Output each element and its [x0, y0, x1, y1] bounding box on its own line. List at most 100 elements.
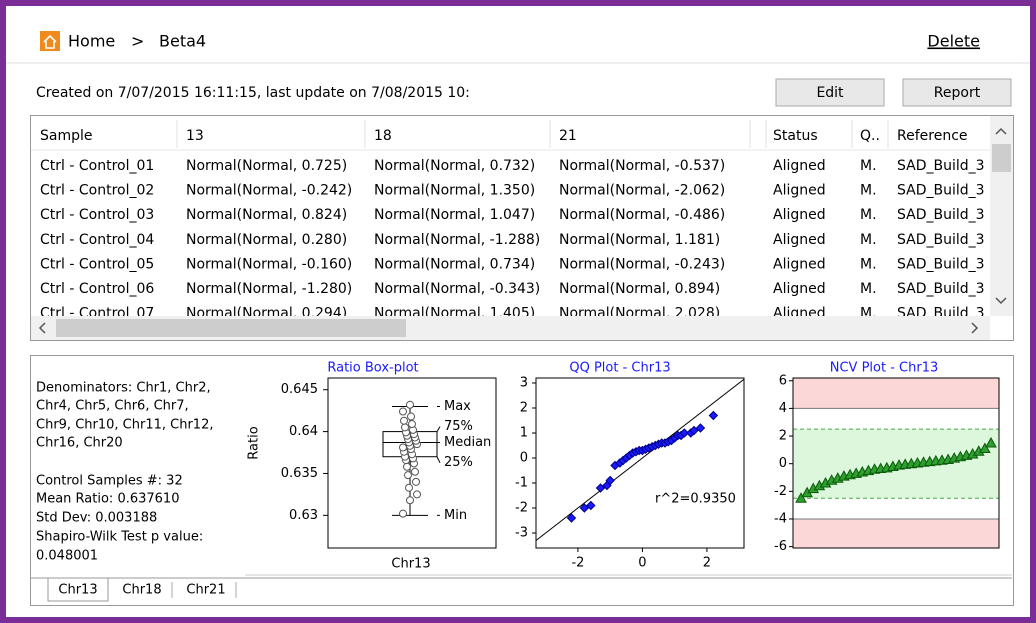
summary-line: Control Samples #: 32: [36, 474, 183, 489]
stat-pointer: [436, 456, 441, 463]
y-tick-label: 2: [779, 429, 787, 444]
y-tick-label: 0.64: [289, 424, 318, 439]
point: [413, 490, 421, 499]
summary-line: Shapiro-Wilk Test p value:: [36, 530, 203, 545]
point: [695, 423, 706, 433]
tab[interactable]: Chr18: [122, 583, 161, 598]
cell: Normal(Normal, 2.028): [559, 306, 720, 322]
home-glyph: [43, 34, 57, 49]
h-thumb[interactable]: [56, 319, 406, 337]
cell: Normal(Normal, -0.537): [559, 158, 725, 174]
y-tick-label: 2: [520, 401, 528, 416]
y-axis-label: Ratio: [247, 426, 262, 459]
point: [403, 462, 411, 471]
cell: Aligned: [773, 158, 826, 174]
active-tab[interactable]: [47, 577, 109, 602]
column-header[interactable]: 21: [559, 128, 577, 144]
report-label[interactable]: Report: [934, 85, 981, 101]
point: [708, 410, 719, 421]
edit-label[interactable]: Edit: [816, 85, 844, 101]
cell: M.: [860, 306, 877, 322]
cell: Ctrl - Control_04: [40, 232, 154, 248]
edit-button[interactable]: [775, 78, 885, 107]
point: [399, 443, 407, 452]
separator: >: [131, 32, 144, 51]
y-tick-label: 0.63: [289, 508, 318, 523]
column-header[interactable]: Q..: [860, 128, 880, 144]
cell: Aligned: [773, 183, 826, 199]
cell: Ctrl - Control_02: [40, 183, 154, 199]
y-tick-label: -1: [515, 476, 528, 491]
y-tick-label: 3: [520, 376, 528, 391]
point: [405, 483, 413, 492]
cell: M.: [860, 207, 877, 223]
point: [579, 503, 590, 513]
x-axis-label: Chr13: [391, 557, 430, 572]
point: [985, 436, 997, 448]
point: [795, 492, 807, 503]
cell: SAD_Build_3: [897, 256, 985, 272]
cell: M.: [860, 232, 877, 248]
cell: Aligned: [773, 281, 826, 297]
column-header[interactable]: Status: [773, 128, 818, 144]
report-button[interactable]: [902, 78, 1012, 107]
column-header[interactable]: 13: [186, 128, 204, 144]
cell: Normal(Normal, 1.047): [374, 207, 535, 223]
cell: SAD_Build_3: [897, 232, 985, 248]
stat-label: Median: [444, 435, 491, 450]
home-icon[interactable]: [40, 31, 60, 51]
annotation: r^2=0.9350: [655, 492, 736, 507]
tab[interactable]: Chr21: [186, 583, 225, 598]
y-tick-label: 6: [779, 373, 787, 388]
summary-line: Chr4, Chr5, Chr6, Chr7,: [36, 399, 189, 414]
cell: M.: [860, 158, 877, 174]
cell: Normal(Normal, -0.242): [186, 183, 352, 199]
point: [399, 509, 407, 518]
v-arrows[interactable]: [995, 127, 1007, 305]
y-tick-label: -2: [774, 484, 787, 499]
column-header[interactable]: 18: [374, 128, 392, 144]
delete-link[interactable]: Delete: [927, 32, 980, 51]
column-header[interactable]: Reference: [897, 128, 968, 144]
y-tick-label: 0.635: [281, 466, 318, 481]
cell: Ctrl - Control_01: [40, 158, 154, 174]
table-frame: [30, 115, 1014, 341]
x-tick-label: 2: [703, 556, 711, 571]
cell: Normal(Normal, 0.734): [374, 256, 535, 272]
point: [412, 477, 420, 486]
v-thumb[interactable]: [992, 144, 1011, 172]
point: [979, 442, 991, 453]
cell: M.: [860, 281, 877, 297]
cell: SAD_Build_3: [897, 306, 985, 322]
column-header[interactable]: Sample: [40, 128, 93, 144]
summary-line: Denominators: Chr1, Chr2,: [36, 381, 211, 396]
cell: Normal(Normal, -0.243): [559, 256, 725, 272]
cell: Normal(Normal, 0.894): [559, 281, 720, 297]
cell: Ctrl - Control_06: [40, 281, 154, 297]
cell: Normal(Normal, 0.732): [374, 158, 535, 174]
summary-line: Mean Ratio: 0.637610: [36, 492, 179, 507]
cell: Normal(Normal, 1.405): [374, 306, 535, 322]
stat-label: Min: [444, 508, 467, 523]
cell: Normal(Normal, -0.160): [186, 256, 352, 272]
h-arrows[interactable]: [38, 322, 979, 334]
point: [400, 416, 408, 425]
cell: Normal(Normal, 0.824): [186, 207, 347, 223]
cell: Normal(Normal, -1.280): [186, 281, 352, 297]
cell: M.: [860, 183, 877, 199]
home-link[interactable]: Home: [68, 32, 115, 51]
y-tick-label: 0: [520, 451, 528, 466]
tab[interactable]: Chr13: [58, 583, 97, 598]
point: [586, 500, 596, 511]
summary-line: Chr16, Chr20: [36, 436, 123, 451]
y-tick-label: 1: [520, 426, 528, 441]
cell: Aligned: [773, 256, 826, 272]
x-tick-label: 0: [638, 556, 646, 571]
y-tick-label: -4: [774, 511, 787, 526]
cell: Normal(Normal, 1.350): [374, 183, 535, 199]
point: [566, 513, 577, 523]
point: [605, 475, 615, 486]
point: [408, 420, 416, 429]
chart-title: NCV Plot - Chr13: [830, 361, 939, 376]
cell: SAD_Build_3: [897, 183, 985, 199]
